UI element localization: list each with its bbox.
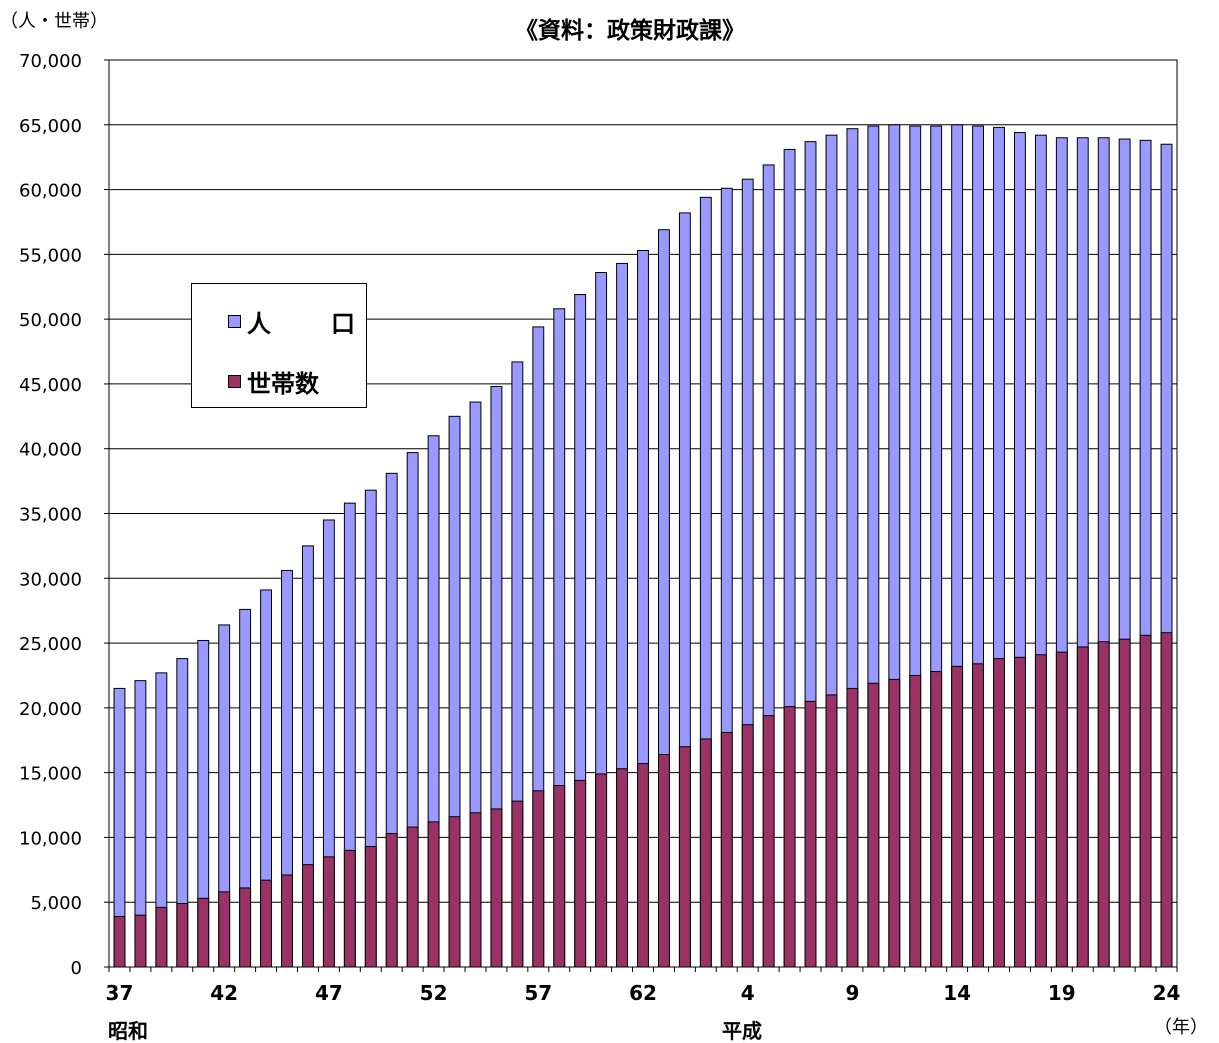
y-tick-label: 30,000 bbox=[19, 569, 82, 590]
households-swatch bbox=[228, 375, 241, 388]
x-tick-label: 37 bbox=[106, 981, 134, 1005]
bar-households bbox=[888, 678, 901, 968]
y-tick-label: 50,000 bbox=[19, 310, 82, 331]
y-tick-label: 45,000 bbox=[19, 375, 82, 396]
bar-households bbox=[281, 874, 293, 968]
bar-households bbox=[909, 674, 922, 968]
bar-households bbox=[511, 800, 524, 968]
bar-households bbox=[364, 845, 377, 968]
plot-frame bbox=[108, 59, 1178, 968]
bar-households bbox=[637, 763, 649, 968]
bar-households bbox=[448, 816, 461, 968]
bar-households bbox=[804, 700, 817, 968]
bars bbox=[113, 124, 1173, 968]
x-tick-label: 62 bbox=[629, 981, 657, 1005]
bar-households bbox=[176, 903, 189, 968]
x-tick-label: 19 bbox=[1048, 981, 1076, 1005]
x-tick-label: 9 bbox=[845, 981, 859, 1005]
legend: 人 口 世帯数 bbox=[191, 283, 367, 408]
era-label-showa: 昭和 bbox=[108, 1019, 148, 1043]
bar-households bbox=[1076, 646, 1089, 968]
x-tick-label: 42 bbox=[210, 981, 238, 1005]
x-tick-label: 24 bbox=[1153, 981, 1181, 1005]
bar-households bbox=[720, 731, 733, 968]
bar-households bbox=[427, 821, 440, 968]
y-tick-labels: 0 5,000 10,000 15,000 20,000 25,000 30,000 35,0… bbox=[19, 51, 82, 979]
x-tick-label: 57 bbox=[524, 981, 552, 1005]
bar-households bbox=[239, 887, 252, 968]
y-tick-label: 40,000 bbox=[19, 440, 82, 461]
y-axis-label: （人・世帯） bbox=[0, 11, 108, 32]
bar-households bbox=[699, 738, 712, 968]
y-tick-label: 15,000 bbox=[19, 764, 82, 785]
bar-households bbox=[825, 694, 838, 968]
y-tick-label: 65,000 bbox=[19, 116, 82, 137]
bar-households bbox=[741, 724, 754, 968]
y-tick-label: 0 bbox=[71, 958, 82, 979]
bar-households bbox=[134, 914, 147, 968]
y-tick-label: 5,000 bbox=[30, 893, 82, 914]
bar-households bbox=[553, 785, 566, 968]
bar-households bbox=[972, 663, 985, 968]
legend-label-population: 人 口 bbox=[247, 310, 373, 338]
bar-households bbox=[616, 768, 629, 968]
axes bbox=[104, 59, 1178, 972]
bar-households bbox=[657, 754, 670, 968]
y-tick-label: 20,000 bbox=[19, 699, 82, 720]
era-label-heisei: 平成 bbox=[722, 1019, 762, 1043]
x-axis-unit-label: （年） bbox=[1154, 1017, 1208, 1038]
y-tick-label: 35,000 bbox=[19, 505, 82, 526]
bar-households bbox=[1055, 651, 1068, 968]
chart-title: 《資料：政策財政課》 bbox=[515, 17, 745, 44]
bar-households bbox=[218, 891, 231, 968]
bar-households bbox=[343, 849, 356, 968]
x-tick-label: 47 bbox=[315, 981, 343, 1005]
legend-label-households: 世帯数 bbox=[247, 370, 319, 398]
x-tick-label: 14 bbox=[943, 981, 971, 1005]
bar-households bbox=[197, 897, 210, 968]
y-tick-label: 10,000 bbox=[19, 828, 82, 849]
bar-households bbox=[595, 773, 608, 968]
bar-households bbox=[490, 808, 503, 968]
bar-households bbox=[113, 915, 126, 968]
bar-households bbox=[155, 906, 168, 968]
bar-households bbox=[532, 790, 545, 968]
y-tick-label: 25,000 bbox=[19, 634, 82, 655]
population-swatch bbox=[228, 315, 241, 328]
bar-households bbox=[469, 812, 482, 968]
y-tick-label: 60,000 bbox=[19, 181, 82, 202]
bar-households bbox=[1034, 654, 1047, 968]
x-tick-label: 52 bbox=[420, 981, 448, 1005]
bar-households bbox=[574, 779, 587, 968]
bar-households bbox=[1097, 641, 1110, 968]
legend-item-households: 世帯数 bbox=[228, 364, 319, 399]
bar-households bbox=[762, 715, 775, 968]
bar-households bbox=[930, 671, 943, 968]
y-tick-label: 70,000 bbox=[19, 51, 82, 72]
bar-households bbox=[301, 864, 314, 968]
bar-households bbox=[783, 706, 796, 968]
legend-item-population: 人 口 bbox=[228, 304, 373, 339]
bar-households bbox=[322, 856, 335, 968]
bar-households bbox=[993, 658, 1005, 968]
bar-households bbox=[867, 682, 880, 968]
bar-households bbox=[1139, 634, 1152, 968]
x-tick-label: 4 bbox=[741, 981, 755, 1005]
bar-households bbox=[260, 879, 273, 968]
bar-households bbox=[1118, 638, 1131, 968]
x-tick-labels: 37 42 47 52 57 62 4 9 14 19 24 bbox=[106, 981, 1181, 1005]
bar-households bbox=[678, 746, 691, 968]
bar-households bbox=[406, 826, 419, 968]
bar-households bbox=[951, 665, 964, 968]
bar-households bbox=[1160, 632, 1173, 968]
bar-households bbox=[385, 833, 398, 968]
bar-households bbox=[846, 687, 859, 968]
y-tick-label: 55,000 bbox=[19, 245, 82, 266]
bar-households bbox=[1013, 656, 1026, 968]
